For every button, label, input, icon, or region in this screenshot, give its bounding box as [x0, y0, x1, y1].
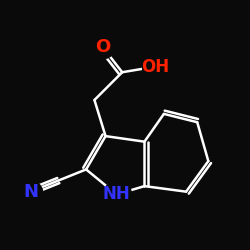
Text: NH: NH	[103, 186, 130, 204]
Text: OH: OH	[142, 58, 170, 76]
Text: N: N	[23, 183, 38, 201]
Text: O: O	[95, 38, 110, 56]
